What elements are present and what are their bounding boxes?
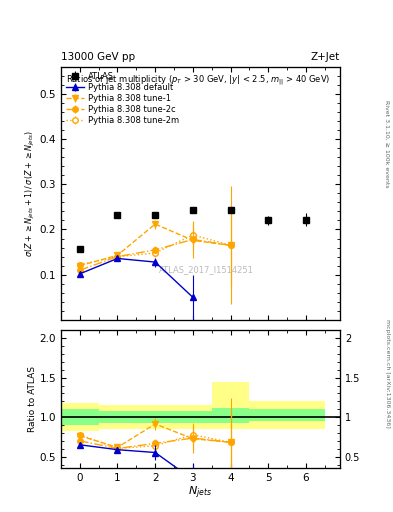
Text: 13000 GeV pp: 13000 GeV pp bbox=[61, 52, 135, 62]
Legend: ATLAS, Pythia 8.308 default, Pythia 8.308 tune-1, Pythia 8.308 tune-2c, Pythia 8: ATLAS, Pythia 8.308 default, Pythia 8.30… bbox=[63, 69, 181, 127]
Text: Z+Jet: Z+Jet bbox=[311, 52, 340, 62]
Y-axis label: Ratio to ATLAS: Ratio to ATLAS bbox=[28, 367, 37, 432]
Y-axis label: $\sigma(Z + \geq N_{jets}+1)\,/\,\sigma(Z + \geq N_{jets})$: $\sigma(Z + \geq N_{jets}+1)\,/\,\sigma(… bbox=[24, 130, 37, 257]
X-axis label: $N_{jets}$: $N_{jets}$ bbox=[188, 485, 213, 501]
Text: Rivet 3.1.10, ≥ 100k events: Rivet 3.1.10, ≥ 100k events bbox=[385, 99, 389, 187]
Text: mcplots.cern.ch [arXiv:1306.3436]: mcplots.cern.ch [arXiv:1306.3436] bbox=[385, 319, 389, 428]
Text: Ratios of jet multiplicity ($p_T$ > 30 GeV, $|y|$ < 2.5, $m_{||}$ > 40 GeV): Ratios of jet multiplicity ($p_T$ > 30 G… bbox=[66, 74, 331, 88]
Text: ATLAS_2017_I1514251: ATLAS_2017_I1514251 bbox=[158, 265, 253, 274]
